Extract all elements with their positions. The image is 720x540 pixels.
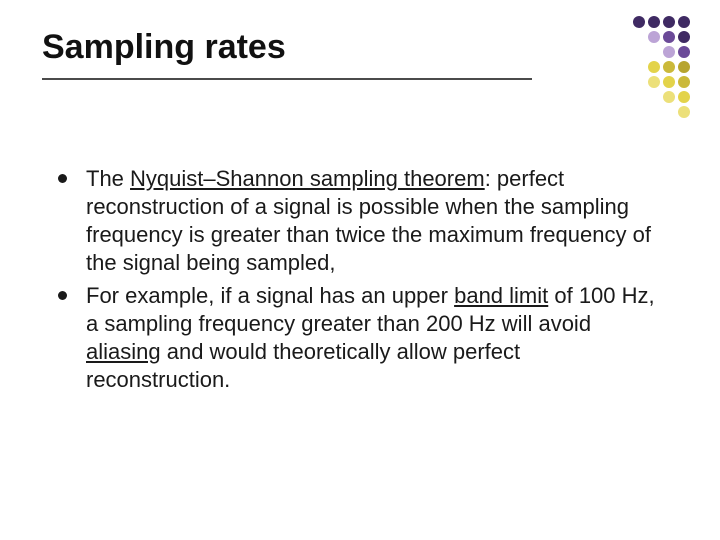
dot: [618, 46, 630, 58]
dot: [633, 106, 645, 118]
dot: [648, 91, 660, 103]
dot: [663, 91, 675, 103]
dot: [663, 16, 675, 28]
decorative-dot-grid: [588, 16, 690, 118]
dot: [588, 76, 600, 88]
dot: [633, 91, 645, 103]
dot: [663, 106, 675, 118]
dot: [648, 16, 660, 28]
dot: [618, 91, 630, 103]
dot: [648, 46, 660, 58]
dot: [678, 16, 690, 28]
dot: [663, 46, 675, 58]
dot: [588, 61, 600, 73]
dot: [633, 16, 645, 28]
dot: [588, 106, 600, 118]
dot: [603, 61, 615, 73]
bullet-item: The Nyquist–Shannon sampling theorem: pe…: [58, 165, 658, 278]
title-underline: [42, 78, 532, 80]
dot: [618, 106, 630, 118]
dot: [588, 46, 600, 58]
dot: [603, 31, 615, 43]
slide-title: Sampling rates: [42, 28, 286, 67]
dot: [618, 76, 630, 88]
dot: [678, 76, 690, 88]
dot: [633, 61, 645, 73]
dot: [603, 46, 615, 58]
dot: [618, 31, 630, 43]
dot: [663, 31, 675, 43]
dot: [633, 31, 645, 43]
dot: [678, 61, 690, 73]
dot: [588, 91, 600, 103]
dot: [663, 61, 675, 73]
dot: [588, 31, 600, 43]
dot: [648, 76, 660, 88]
dot: [678, 91, 690, 103]
dot: [588, 16, 600, 28]
bullet-list: The Nyquist–Shannon sampling theorem: pe…: [58, 165, 658, 398]
text-run: For example, if a signal has an upper: [86, 283, 454, 308]
dot: [648, 61, 660, 73]
dot: [603, 16, 615, 28]
dot: [678, 46, 690, 58]
dot: [633, 46, 645, 58]
dot: [648, 106, 660, 118]
dot: [663, 76, 675, 88]
dot: [603, 76, 615, 88]
dot: [678, 31, 690, 43]
link-text: band limit: [454, 283, 548, 308]
dot: [618, 61, 630, 73]
bullet-item: For example, if a signal has an upper ba…: [58, 282, 658, 395]
text-run: The: [86, 166, 130, 191]
dot: [678, 106, 690, 118]
link-text: aliasing: [86, 339, 161, 364]
dot: [618, 16, 630, 28]
link-text: Nyquist–Shannon sampling theorem: [130, 166, 485, 191]
dot: [633, 76, 645, 88]
dot: [648, 31, 660, 43]
dot: [603, 106, 615, 118]
slide: Sampling rates The Nyquist–Shannon sampl…: [0, 0, 720, 540]
dot: [603, 91, 615, 103]
